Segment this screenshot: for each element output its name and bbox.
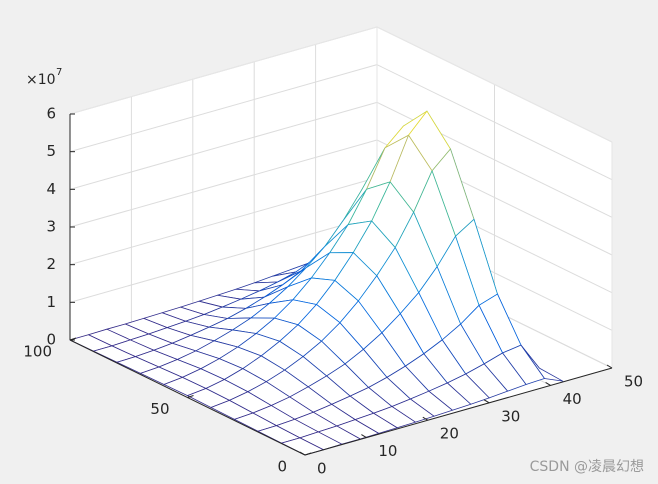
exponent-base: ×10 bbox=[26, 72, 56, 88]
z-tick-label: 2 bbox=[46, 255, 56, 273]
box-edge bbox=[376, 26, 613, 143]
y-tick bbox=[304, 452, 312, 456]
x-tick bbox=[545, 381, 551, 386]
z-tick-label: 3 bbox=[46, 218, 56, 236]
z-grid-line bbox=[69, 101, 378, 190]
z-grid-line bbox=[69, 214, 378, 303]
y-tick-label: 0 bbox=[277, 458, 287, 476]
z-grid-line bbox=[69, 139, 378, 228]
x-tick bbox=[483, 399, 490, 404]
x-tick-label: 50 bbox=[624, 373, 643, 391]
box-edge bbox=[69, 26, 378, 115]
z-tick-label: 1 bbox=[46, 293, 56, 311]
x-tick bbox=[606, 364, 613, 369]
y-tick bbox=[69, 337, 77, 341]
x-tick bbox=[361, 434, 367, 439]
x-tick-label: 0 bbox=[317, 460, 327, 478]
z-grid-line bbox=[69, 177, 378, 266]
y-tick bbox=[187, 395, 194, 398]
y-tick-label: 100 bbox=[23, 343, 52, 361]
x-tick bbox=[422, 416, 429, 421]
x-tick-label: 40 bbox=[563, 390, 582, 408]
x-tick bbox=[299, 451, 306, 456]
exponent-power: 7 bbox=[56, 67, 62, 78]
y-tick-label: 50 bbox=[150, 400, 169, 418]
x-tick-label: 20 bbox=[440, 425, 459, 443]
z-tick-label: 5 bbox=[46, 142, 56, 160]
z-tick-label: 6 bbox=[46, 105, 56, 123]
watermark: CSDN @凌晨幻想 bbox=[530, 459, 644, 475]
x-tick-label: 10 bbox=[378, 442, 397, 460]
z-tick-label: 4 bbox=[46, 180, 56, 198]
x-axis bbox=[304, 367, 613, 456]
mesh bbox=[69, 110, 564, 456]
x-tick-label: 30 bbox=[501, 407, 520, 425]
z-tick-label: 0 bbox=[46, 331, 56, 349]
z-grid-line bbox=[69, 64, 378, 153]
